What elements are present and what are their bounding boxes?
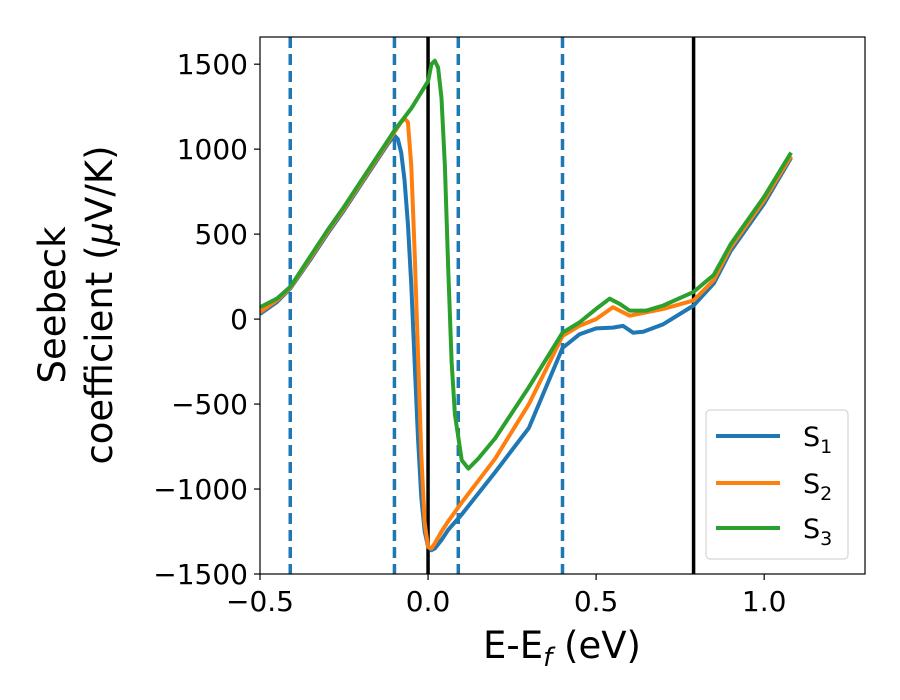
y-axis-title-line2: coefficient (μV/K) (78, 145, 121, 464)
x-tick-label: −0.5 (226, 585, 294, 618)
legend: S1 S2 S3 (705, 409, 849, 560)
y-tick-label: −500 (171, 388, 248, 421)
y-tick-label: 1000 (177, 133, 248, 166)
y-tick-label: −1500 (153, 558, 248, 591)
y-tick-label: 1500 (177, 48, 248, 81)
x-tick-label: 1.0 (742, 585, 787, 618)
x-tick-label: 0.5 (574, 585, 619, 618)
y-tick-label: 500 (195, 218, 248, 251)
x-tick-label: 0.0 (406, 585, 451, 618)
legend-label-s1: S1 (803, 422, 832, 458)
plot-frame (259, 36, 866, 575)
x-axis-title: E-Ef (eV) (483, 624, 641, 673)
y-tick-label: 0 (230, 303, 248, 336)
y-tick-label: −1000 (153, 473, 248, 506)
y-axis-title-line1: Seebeck (31, 226, 74, 384)
legend-label-s2: S2 (803, 469, 832, 505)
series-line-s3 (260, 58, 793, 471)
legend-label-s3: S3 (803, 514, 832, 550)
